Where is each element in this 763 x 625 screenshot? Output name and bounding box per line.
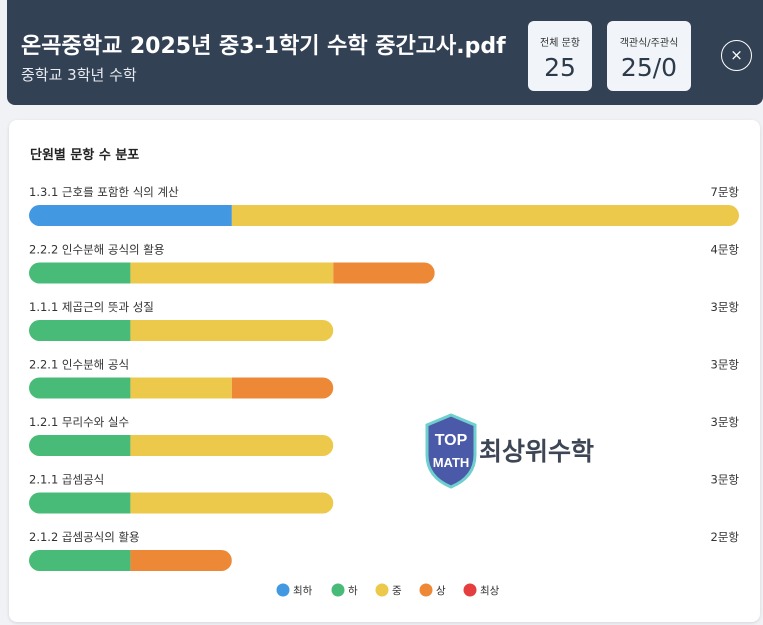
bar-segment — [130, 262, 334, 284]
bar-segment — [29, 377, 131, 399]
stacked-bar — [29, 435, 334, 456]
category-total: 7문항 — [711, 185, 740, 199]
bar-segment — [130, 550, 232, 571]
category-label: 2.2.2 인수분해 공식의 활용 — [29, 243, 164, 257]
stacked-bar — [29, 262, 435, 284]
chart-title: 단원별 문항 수 분포 — [30, 148, 140, 163]
stacked-bar — [29, 320, 334, 341]
bar-segment — [231, 205, 739, 226]
legend-swatch — [463, 583, 477, 597]
question-type-stat: 객관식/주관식 25/0 — [607, 21, 691, 91]
category-total: 3문항 — [711, 300, 740, 314]
total-questions-label: 전체 문항 — [540, 38, 580, 49]
question-type-value: 25/0 — [620, 53, 678, 82]
bar-segment — [130, 377, 232, 399]
bar-segment — [231, 377, 334, 399]
report-header: 온곡중학교 2025년 중3-1학기 수학 중간고사.pdf 중학교 3학년 수… — [7, 0, 763, 105]
page-title: 온곡중학교 2025년 중3-1학기 수학 중간고사.pdf — [21, 34, 506, 59]
bar-segment — [29, 205, 232, 226]
category-total: 4문항 — [711, 243, 740, 257]
category-total: 3문항 — [711, 415, 740, 429]
bar-segment — [29, 492, 131, 514]
total-questions-stat: 전체 문항 25 — [528, 21, 592, 91]
legend-label: 하 — [348, 584, 358, 597]
category-label: 2.2.1 인수분해 공식 — [29, 358, 129, 372]
legend-item: 상 — [419, 583, 446, 597]
distribution-card: 단원별 문항 수 분포 1.3.1 근호를 포함한 식의 계산 7문항 2.2.2 … — [9, 120, 760, 622]
legend-label: 최하 — [293, 584, 313, 597]
legend-label: 최상 — [480, 585, 500, 597]
legend-item: 하 — [331, 583, 358, 597]
shield-icon — [425, 413, 477, 489]
bar-segment — [29, 550, 131, 571]
legend-swatch — [276, 583, 290, 597]
chart-canvas: 1.3.1 근호를 포함한 식의 계산 7문항 2.2.2 인수분해 공식의 활용 4… — [29, 185, 740, 597]
stacked-bar — [29, 377, 334, 399]
shield-text-top: TOP — [435, 432, 468, 449]
category-total: 2문항 — [711, 530, 740, 544]
shield-text-bottom: MATH — [433, 455, 470, 470]
category-label: 2.1.1 곱셈공식 — [29, 473, 104, 487]
bar-segment — [29, 262, 131, 284]
stacked-bar — [29, 550, 232, 571]
legend-item: 중 — [375, 583, 402, 597]
total-questions-value: 25 — [544, 53, 576, 82]
category-label: 1.3.1 근호를 포함한 식의 계산 — [29, 185, 179, 199]
category-label: 2.1.2 곱셈공식의 활용 — [29, 530, 140, 544]
legend-item: 최하 — [276, 583, 313, 597]
question-type-label: 객관식/주관식 — [619, 38, 679, 49]
close-icon: × — [730, 46, 743, 64]
bar-segment — [29, 435, 131, 456]
close-button[interactable]: × — [721, 40, 752, 71]
bar-segment — [130, 492, 334, 514]
bar-segment — [130, 435, 334, 456]
legend-swatch — [331, 583, 345, 597]
bar-segment — [130, 320, 334, 341]
stacked-bar — [29, 205, 739, 226]
watermark-brand: 최상위수학 — [479, 437, 595, 466]
legend-swatch — [375, 583, 389, 597]
legend-item: 최상 — [463, 583, 500, 597]
category-total: 3문항 — [711, 473, 740, 487]
page-subtitle: 중학교 3학년 수학 — [21, 66, 137, 84]
category-label: 1.2.1 무리수와 실수 — [29, 415, 129, 429]
legend-swatch — [419, 583, 433, 597]
watermark-logo: TOP MATH — [425, 413, 477, 489]
bar-segment — [29, 320, 131, 341]
legend-label: 상 — [436, 585, 446, 597]
category-label: 1.1.1 제곱근의 뜻과 성질 — [29, 300, 154, 314]
category-total: 3문항 — [711, 358, 740, 372]
stacked-bar — [29, 492, 334, 514]
bar-segment — [333, 262, 435, 284]
legend-label: 중 — [392, 585, 402, 597]
